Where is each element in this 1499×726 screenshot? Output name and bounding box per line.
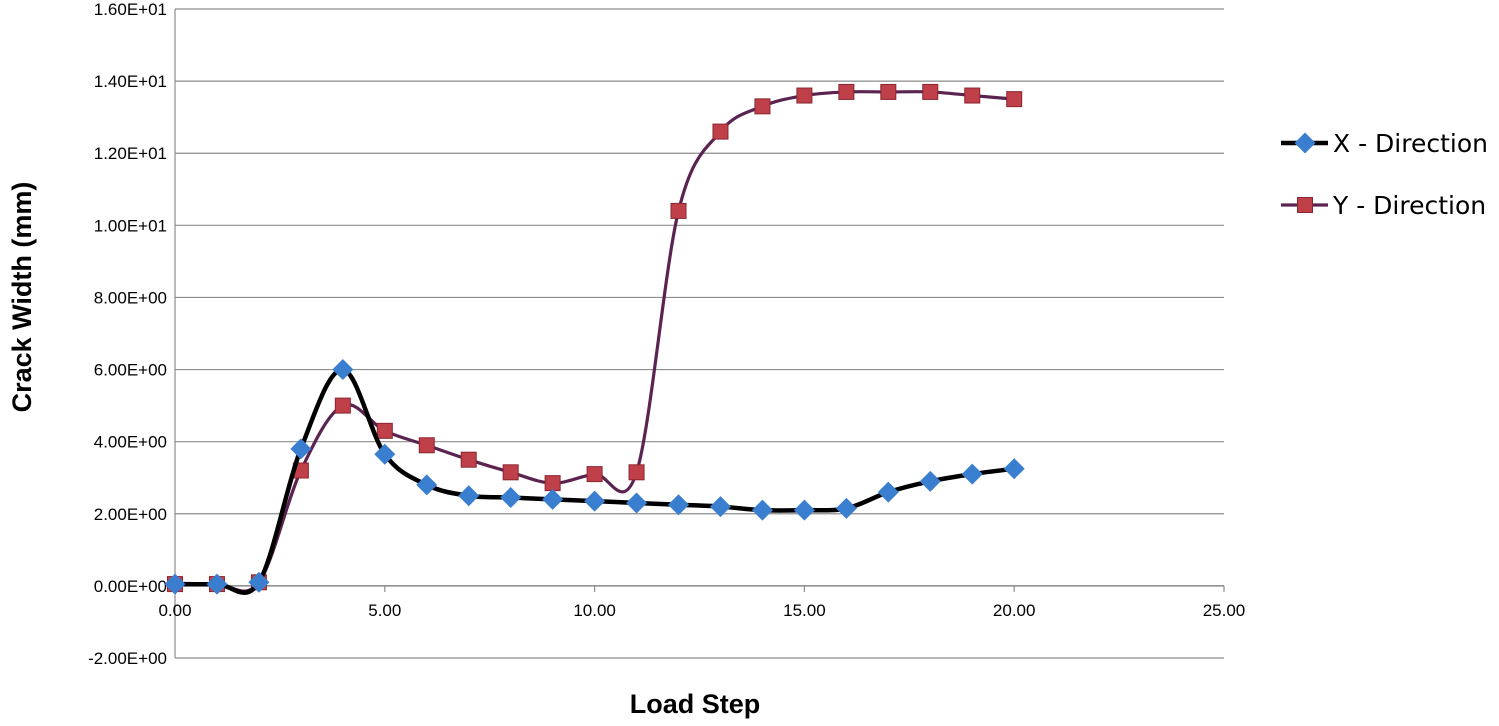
data-point <box>584 490 606 512</box>
legend-label: Y - Direction <box>1332 191 1486 220</box>
series-line <box>174 90 1015 593</box>
data-point <box>838 83 855 100</box>
y-tick-label: 1.60E+01 <box>94 0 167 19</box>
data-point <box>544 475 561 492</box>
data-point <box>793 499 815 521</box>
legend-item: Y - Direction <box>1281 191 1486 220</box>
data-point <box>922 83 939 100</box>
legend-label: X - Direction <box>1333 129 1488 158</box>
legend: X - Direction Y - Direction <box>1281 129 1488 220</box>
data-point <box>668 494 690 516</box>
data-point <box>751 499 773 521</box>
series-x-direction <box>164 359 1025 595</box>
data-point <box>709 496 731 518</box>
y-tick-label: 1.20E+01 <box>94 144 167 163</box>
data-point <box>628 464 645 481</box>
data-point <box>1006 91 1023 108</box>
y-tick-label: 8.00E+00 <box>94 288 167 307</box>
y-tick-label: 6.00E+00 <box>94 361 167 380</box>
legend-item: X - Direction <box>1281 129 1488 158</box>
data-point <box>586 466 603 483</box>
data-point <box>880 83 897 100</box>
y-tick-label: 1.00E+01 <box>94 216 167 235</box>
gridlines <box>175 8 1224 659</box>
data-point <box>290 438 312 460</box>
series-group <box>164 83 1025 595</box>
data-point <box>334 397 351 414</box>
data-point <box>332 359 354 381</box>
data-point <box>754 98 771 115</box>
data-point <box>1003 458 1025 480</box>
x-tick-label: 10.00 <box>573 601 616 620</box>
data-point <box>416 474 438 496</box>
data-point <box>500 487 522 509</box>
data-point <box>164 573 186 595</box>
data-point <box>712 123 729 140</box>
y-tick-label: 0.00E+00 <box>94 577 167 596</box>
legend-marker <box>1297 197 1313 213</box>
x-axis-title: Load Step <box>630 689 761 719</box>
y-tick-labels: -2.00E+00 0.00E+00 2.00E+00 4.00E+00 6.00E+0… <box>88 0 167 668</box>
x-tick-labels: 0.00 5.00 10.00 15.00 20.00 25.00 <box>158 601 1245 620</box>
data-point <box>961 463 983 485</box>
x-tick-label: 0.00 <box>158 601 191 620</box>
y-tick-label: 4.00E+00 <box>94 433 167 452</box>
data-point <box>418 437 435 454</box>
data-point <box>919 470 941 492</box>
data-point <box>964 87 981 104</box>
data-point <box>835 497 857 519</box>
x-tick-label: 25.00 <box>1203 601 1246 620</box>
data-point <box>376 422 393 439</box>
data-point <box>502 464 519 481</box>
axes <box>174 9 1225 658</box>
data-point <box>460 451 477 468</box>
series-y-direction <box>167 83 1023 593</box>
y-tick-label: 2.00E+00 <box>94 505 167 524</box>
data-point <box>626 492 648 514</box>
data-point <box>796 87 813 104</box>
data-point <box>248 571 270 593</box>
data-point <box>206 573 228 595</box>
y-tick-label: 1.40E+01 <box>94 72 167 91</box>
x-tick-label: 15.00 <box>783 601 826 620</box>
y-axis-title: Crack Width (mm) <box>7 182 37 413</box>
data-point <box>877 481 899 503</box>
x-tick-label: 20.00 <box>993 601 1036 620</box>
data-point <box>542 488 564 510</box>
data-point <box>458 485 480 507</box>
x-tick-label: 5.00 <box>368 601 401 620</box>
data-point <box>670 202 687 219</box>
y-tick-label: -2.00E+00 <box>88 649 167 668</box>
legend-marker <box>1294 132 1316 154</box>
data-point <box>374 443 396 465</box>
